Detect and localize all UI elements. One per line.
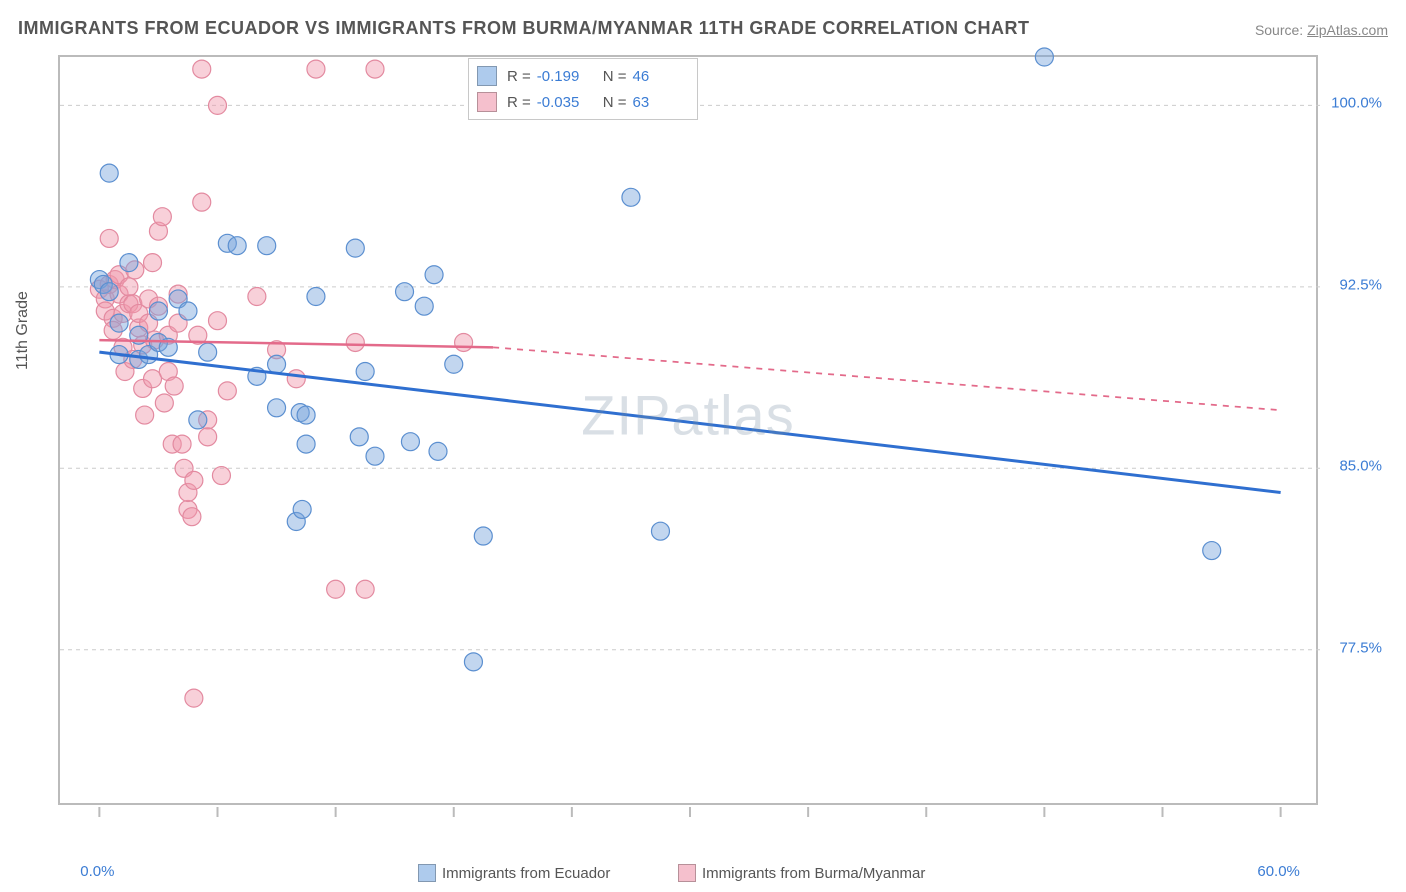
plot-area: ZIPatlas bbox=[58, 55, 1318, 805]
chart-container: IMMIGRANTS FROM ECUADOR VS IMMIGRANTS FR… bbox=[0, 0, 1406, 892]
source-attribution: Source: ZipAtlas.com bbox=[1255, 22, 1388, 38]
y-tick-label: 100.0% bbox=[1331, 95, 1382, 112]
correlation-r-label: R = bbox=[507, 68, 531, 85]
correlation-n-label: N = bbox=[603, 94, 627, 111]
correlation-n-label: N = bbox=[603, 68, 627, 85]
y-axis-title: 11th Grade bbox=[14, 291, 32, 370]
correlation-legend-row-burma: R = -0.035 N = 63 bbox=[477, 89, 689, 115]
legend-label-burma: Immigrants from Burma/Myanmar bbox=[702, 865, 925, 882]
chart-title: IMMIGRANTS FROM ECUADOR VS IMMIGRANTS FR… bbox=[18, 18, 1030, 39]
source-link[interactable]: ZipAtlas.com bbox=[1307, 22, 1388, 38]
correlation-legend: R = -0.199 N = 46 R = -0.035 N = 63 bbox=[468, 58, 698, 120]
correlation-legend-row-ecuador: R = -0.199 N = 46 bbox=[477, 63, 689, 89]
y-tick-label: 85.0% bbox=[1339, 458, 1382, 475]
legend-swatch-ecuador bbox=[477, 66, 497, 86]
correlation-r-value-burma: -0.035 bbox=[537, 94, 593, 111]
correlation-n-value-burma: 63 bbox=[633, 94, 689, 111]
y-tick-label: 77.5% bbox=[1339, 639, 1382, 656]
correlation-n-value-ecuador: 46 bbox=[633, 68, 689, 85]
legend-swatch-ecuador bbox=[418, 864, 436, 882]
chart-svg bbox=[60, 57, 1316, 803]
x-tick-label: 0.0% bbox=[80, 863, 114, 880]
bottom-legend-ecuador: Immigrants from Ecuador bbox=[418, 864, 610, 882]
legend-swatch-burma bbox=[678, 864, 696, 882]
x-tick-label: 60.0% bbox=[1257, 863, 1300, 880]
correlation-r-label: R = bbox=[507, 94, 531, 111]
legend-swatch-burma bbox=[477, 92, 497, 112]
legend-label-ecuador: Immigrants from Ecuador bbox=[442, 865, 610, 882]
bottom-legend-burma: Immigrants from Burma/Myanmar bbox=[678, 864, 925, 882]
source-prefix: Source: bbox=[1255, 22, 1307, 38]
correlation-r-value-ecuador: -0.199 bbox=[537, 68, 593, 85]
y-tick-label: 92.5% bbox=[1339, 276, 1382, 293]
